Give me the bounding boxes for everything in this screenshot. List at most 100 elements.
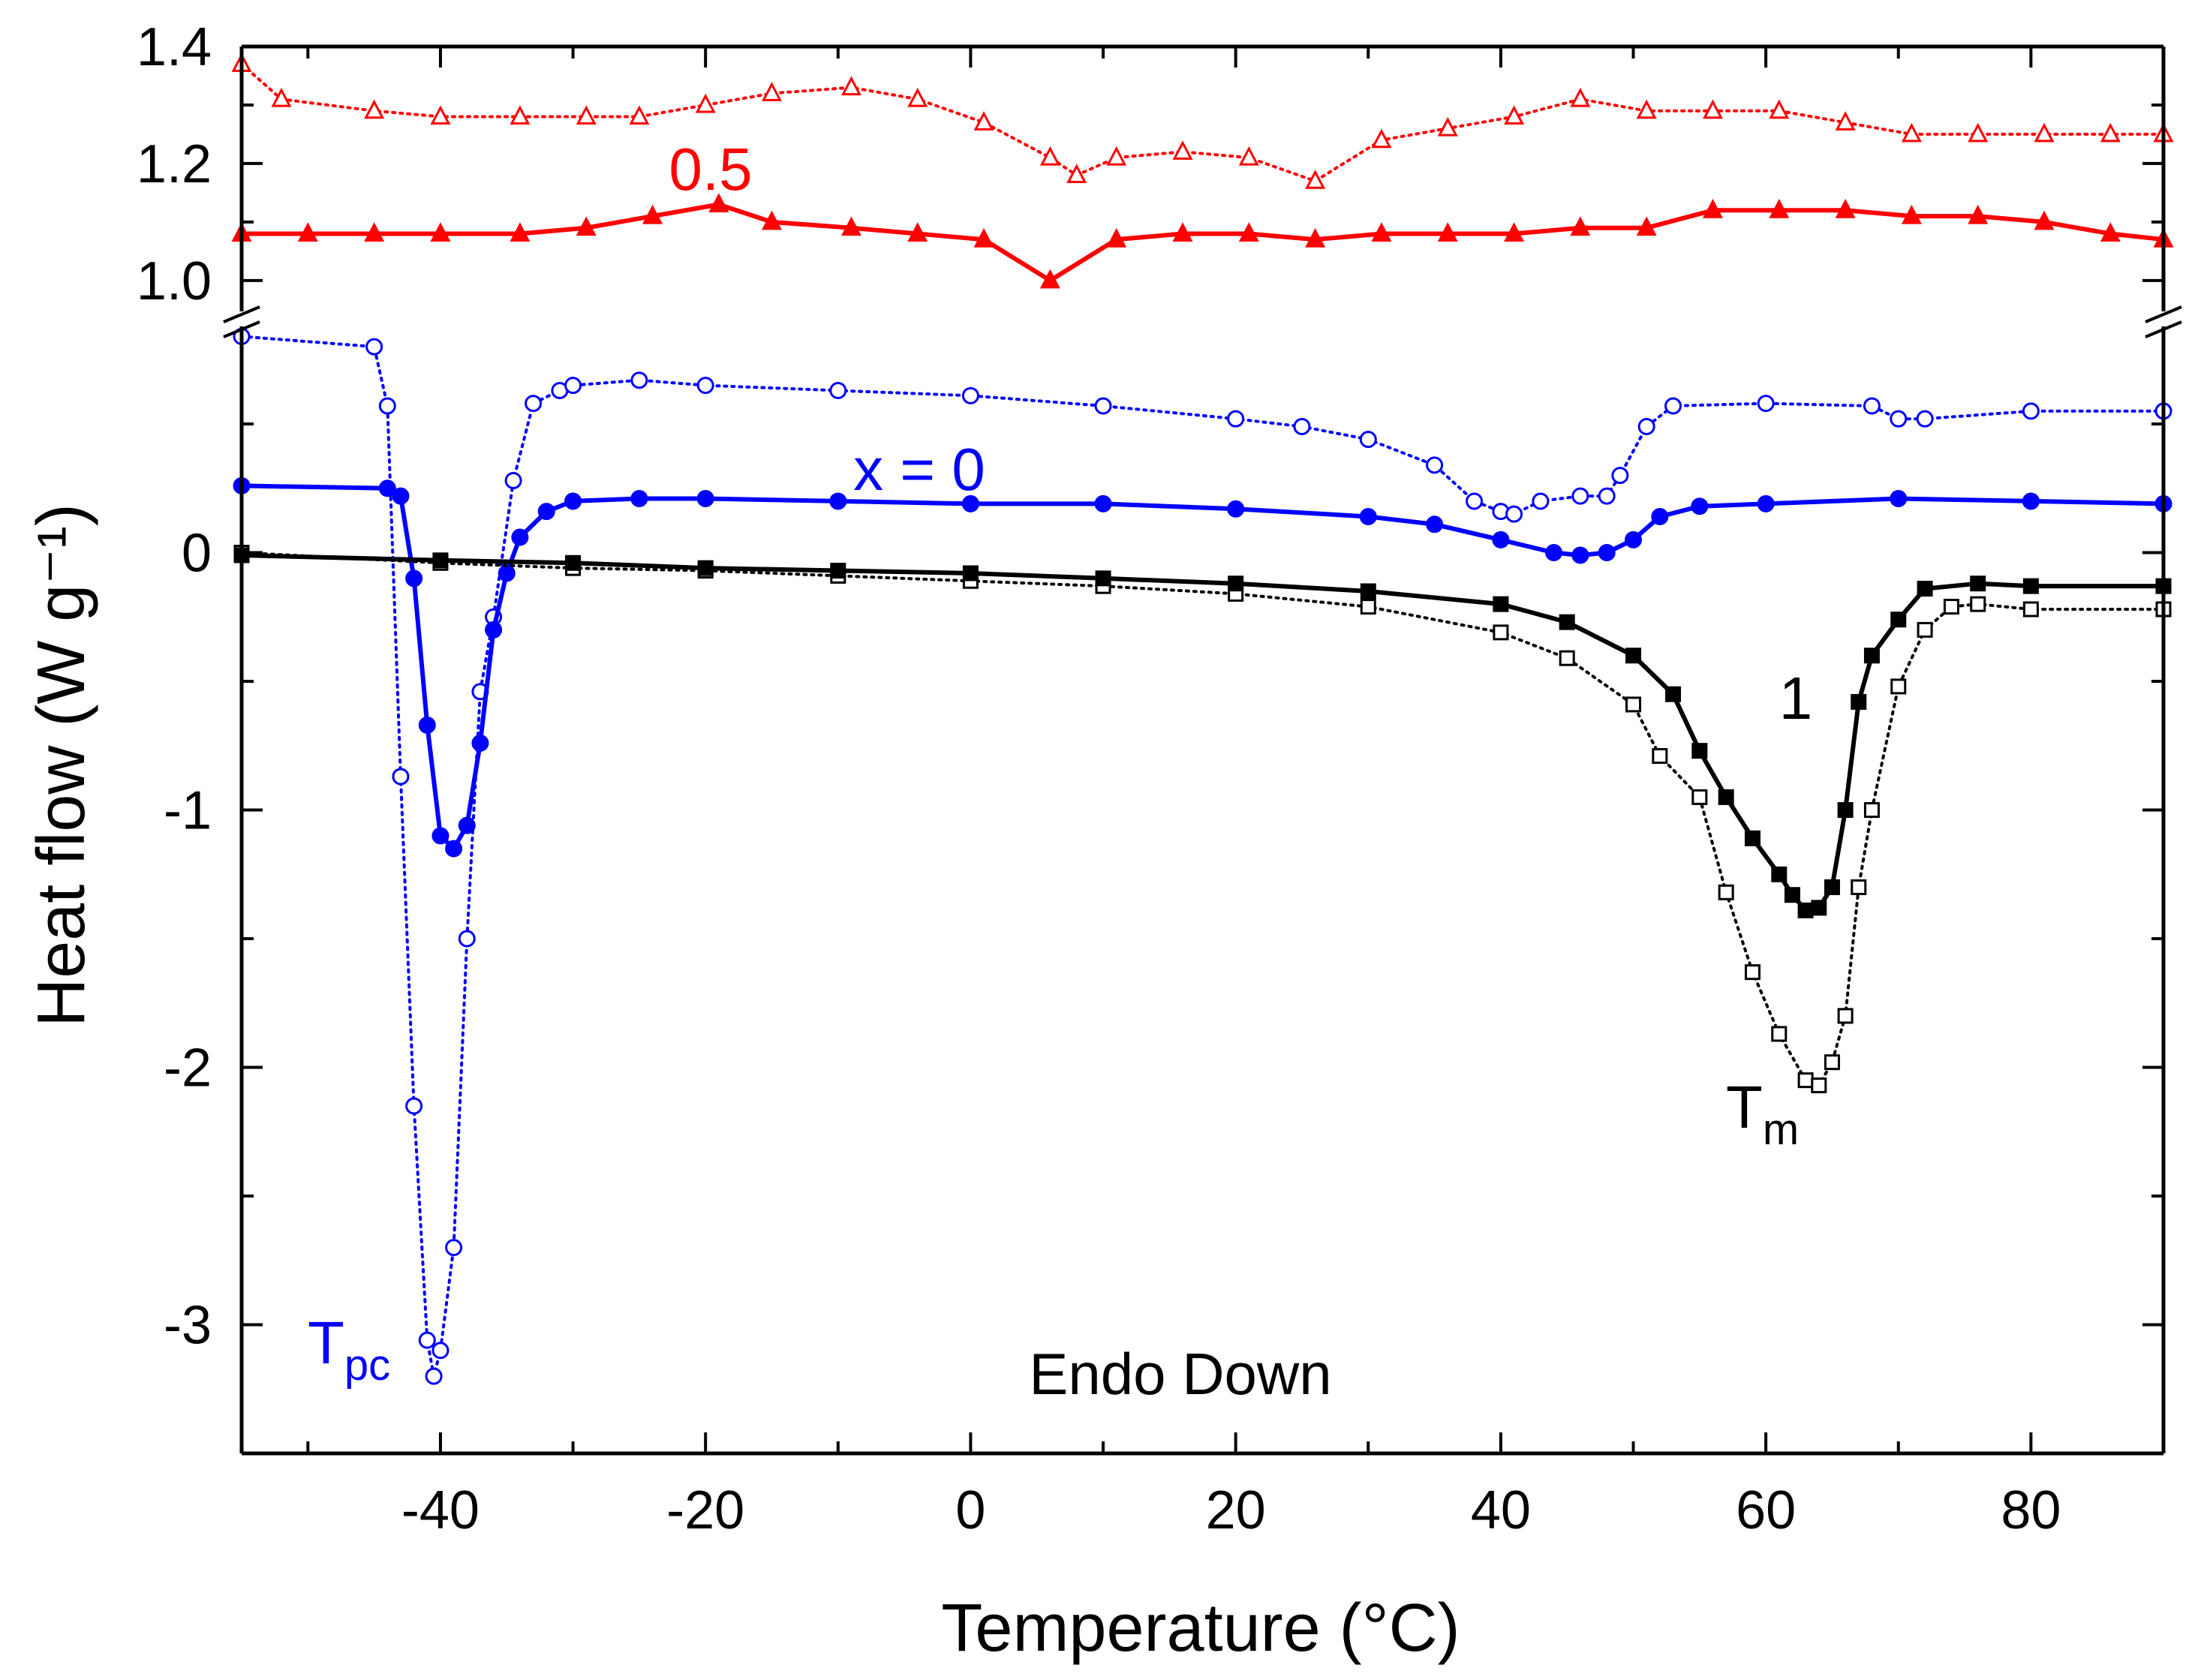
series-2-point-33 (1664, 397, 1682, 415)
series-3-point-21 (1426, 515, 1444, 533)
series-5-point-25 (1917, 581, 1933, 597)
series-2-point-28 (1532, 492, 1550, 510)
series-0-point-3 (430, 105, 451, 125)
series-0-point-6 (629, 105, 650, 125)
series-0-point-27 (1968, 122, 1989, 143)
series-0-point-12 (1039, 146, 1060, 166)
series-2-point-17 (696, 377, 714, 395)
series-1-point-20 (1570, 216, 1591, 236)
series-4-point-22 (1863, 802, 1880, 819)
series-2-point-23 (1359, 431, 1377, 449)
series-0-point-19 (1437, 116, 1458, 137)
series-5-point-9 (1493, 596, 1509, 612)
series-1-point-14 (1172, 222, 1193, 242)
series-2-point-13 (525, 395, 543, 413)
series-3-point-13 (564, 492, 582, 510)
series-3-point-29 (1757, 494, 1775, 512)
series-5-point-18 (1797, 902, 1814, 918)
series-2-point-34 (1757, 395, 1775, 413)
series-0-point-15 (1172, 140, 1193, 160)
y-upper-tick-label-0: 1.0 (137, 251, 212, 311)
series-1-point-9 (840, 216, 861, 236)
series-4-point-27 (2022, 601, 2039, 618)
series-2-point-35 (1863, 397, 1881, 415)
series-0-point-25 (1835, 111, 1856, 131)
series-2-point-12 (504, 472, 522, 490)
y-lower-tick-label-1: -2 (164, 1038, 212, 1098)
series-1-point-3 (430, 222, 451, 242)
plot-frame (223, 44, 2182, 1456)
series-4-point-20 (1837, 1008, 1854, 1024)
series-1-point-12 (1039, 269, 1060, 289)
series-0-point-10 (907, 87, 928, 107)
series-5-point-7 (1228, 576, 1244, 592)
series-5-point-17 (1784, 887, 1800, 903)
series-line-4 (240, 551, 2165, 1087)
series-0-point-21 (1570, 87, 1591, 107)
series-4-point-16 (1771, 1026, 1788, 1042)
series-3-point-26 (1625, 530, 1643, 548)
series-1-point-6 (642, 204, 663, 224)
series-5-point-8 (1360, 583, 1376, 600)
annotation-05: 0.5 (669, 136, 752, 203)
series-2-point-30 (1598, 487, 1616, 505)
series-4-point-10 (1559, 650, 1575, 666)
series-1-point-13 (1106, 228, 1127, 248)
series-2-point-22 (1293, 417, 1311, 435)
x-tick-label-3: 20 (1206, 1480, 1266, 1540)
series-1-point-4 (510, 222, 531, 242)
series-3-point-25 (1598, 544, 1616, 562)
series-4-point-19 (1824, 1054, 1840, 1071)
y-upper-tick-label-1: 1.2 (137, 134, 212, 194)
series-4-point-24 (1917, 621, 1933, 638)
annotation-1: 1 (1779, 665, 1813, 732)
series-4-point-18 (1811, 1077, 1827, 1094)
series-1-point-8 (762, 210, 782, 230)
series-5-point-13 (1691, 743, 1708, 759)
series-3-point-19 (1227, 500, 1245, 518)
series-1-point-15 (1238, 222, 1259, 242)
series-2-point-2 (378, 397, 396, 415)
annotation-tm: Tm (1726, 1074, 1799, 1154)
annotation-x0: x = 0 (853, 436, 985, 503)
series-4-point-14 (1718, 884, 1734, 900)
series-3-point-4 (418, 716, 436, 734)
series-1-point-17 (1371, 222, 1392, 242)
series-3-point-17 (961, 494, 979, 512)
series-2-point-21 (1227, 410, 1245, 428)
series-5-point-10 (1559, 614, 1575, 630)
annotation-endo-down: Endo Down (1029, 1341, 1331, 1407)
series-5-point-20 (1824, 879, 1840, 895)
series-5-point-23 (1863, 648, 1880, 664)
series-3-point-12 (537, 503, 555, 521)
series-1-point-23 (1769, 199, 1790, 218)
series-4-point-23 (1890, 678, 1907, 695)
series-5-point-24 (1890, 612, 1907, 628)
y-lower-tick-label-0: -3 (164, 1296, 212, 1356)
x-tick-label-5: 60 (1736, 1480, 1796, 1540)
series-4-point-25 (1943, 599, 1959, 615)
series-0-point-11 (973, 111, 994, 131)
series-1-point-11 (973, 228, 994, 248)
series-5-point-4 (830, 563, 846, 579)
series-5-point-15 (1744, 830, 1760, 846)
series-3-point-20 (1359, 508, 1377, 526)
axis-break-left-0 (223, 305, 260, 323)
ticks-layer: -40 -20 0 20 40 60 80 -3 -2 -1 0 1.0 1.2 1.4 (137, 17, 2165, 1540)
series-3-point-31 (2022, 492, 2040, 510)
series-4-point-9 (1493, 624, 1509, 641)
series-1-point-10 (907, 222, 928, 242)
series-2-point-31 (1611, 467, 1629, 485)
series-3-point-6 (445, 840, 463, 858)
series-2-point-1 (365, 338, 383, 356)
series-1-point-18 (1437, 222, 1458, 242)
series-2-point-29 (1571, 487, 1589, 505)
series-5-point-21 (1837, 802, 1854, 819)
series-2-point-24 (1426, 456, 1444, 474)
series-1-point-2 (364, 222, 385, 242)
series-0-point-1 (271, 87, 292, 107)
series-2-point-4 (405, 1097, 423, 1115)
series-3-point-28 (1691, 497, 1709, 515)
axis-break-right-0 (2145, 305, 2182, 323)
series-2-point-27 (1505, 505, 1523, 523)
